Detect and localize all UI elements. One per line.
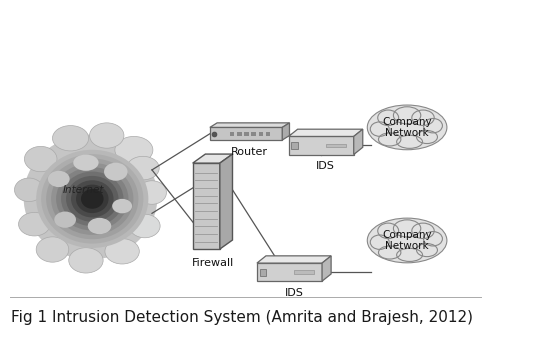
- Ellipse shape: [81, 189, 104, 209]
- Ellipse shape: [23, 135, 157, 260]
- Ellipse shape: [88, 218, 111, 234]
- FancyBboxPatch shape: [230, 132, 235, 136]
- Ellipse shape: [66, 176, 118, 222]
- Ellipse shape: [370, 235, 389, 250]
- Ellipse shape: [137, 181, 167, 204]
- Polygon shape: [322, 256, 331, 281]
- Ellipse shape: [71, 180, 113, 217]
- Ellipse shape: [378, 223, 399, 238]
- Polygon shape: [193, 154, 232, 163]
- Ellipse shape: [378, 246, 401, 259]
- Ellipse shape: [370, 122, 389, 136]
- Ellipse shape: [424, 119, 443, 133]
- FancyBboxPatch shape: [258, 132, 263, 136]
- FancyBboxPatch shape: [294, 270, 314, 274]
- Text: IDS: IDS: [285, 287, 304, 297]
- Polygon shape: [288, 129, 363, 136]
- Text: Company
Network: Company Network: [382, 230, 432, 251]
- Text: Company
Network: Company Network: [382, 117, 432, 138]
- FancyBboxPatch shape: [326, 144, 345, 147]
- Text: IDS: IDS: [316, 161, 335, 171]
- FancyBboxPatch shape: [260, 268, 266, 276]
- Ellipse shape: [46, 159, 138, 239]
- Ellipse shape: [367, 218, 447, 263]
- FancyBboxPatch shape: [251, 132, 256, 136]
- Ellipse shape: [41, 154, 143, 243]
- Ellipse shape: [416, 243, 438, 257]
- FancyBboxPatch shape: [244, 132, 249, 136]
- Ellipse shape: [54, 211, 76, 228]
- Ellipse shape: [115, 136, 153, 164]
- Ellipse shape: [129, 214, 160, 238]
- Ellipse shape: [105, 239, 140, 264]
- Ellipse shape: [394, 220, 421, 237]
- Ellipse shape: [18, 212, 50, 236]
- FancyBboxPatch shape: [266, 132, 270, 136]
- Polygon shape: [193, 163, 220, 249]
- Ellipse shape: [69, 248, 103, 273]
- Ellipse shape: [24, 146, 57, 172]
- FancyBboxPatch shape: [237, 132, 242, 136]
- Ellipse shape: [394, 107, 421, 124]
- FancyBboxPatch shape: [291, 142, 298, 149]
- Ellipse shape: [73, 155, 99, 171]
- Text: Firewall: Firewall: [192, 258, 233, 268]
- Ellipse shape: [378, 133, 401, 146]
- Ellipse shape: [15, 178, 43, 202]
- Polygon shape: [257, 263, 322, 281]
- Polygon shape: [210, 127, 282, 140]
- Ellipse shape: [76, 185, 109, 213]
- Polygon shape: [257, 256, 331, 263]
- Text: Internet: Internet: [62, 185, 104, 195]
- Text: Router: Router: [231, 147, 268, 157]
- Ellipse shape: [127, 156, 159, 180]
- Ellipse shape: [36, 150, 148, 248]
- Polygon shape: [220, 154, 232, 249]
- Ellipse shape: [378, 110, 399, 126]
- Polygon shape: [282, 123, 289, 140]
- Ellipse shape: [412, 223, 434, 238]
- Ellipse shape: [56, 167, 129, 231]
- Ellipse shape: [48, 171, 70, 187]
- Ellipse shape: [51, 163, 134, 235]
- Ellipse shape: [112, 199, 132, 213]
- Ellipse shape: [90, 123, 124, 148]
- Ellipse shape: [36, 237, 69, 262]
- Polygon shape: [288, 136, 353, 155]
- Text: Fig 1 Intrusion Detection System (Amrita and Brajesh, 2012): Fig 1 Intrusion Detection System (Amrita…: [11, 310, 473, 325]
- Ellipse shape: [396, 135, 422, 149]
- Ellipse shape: [53, 126, 89, 151]
- Ellipse shape: [424, 232, 443, 246]
- Ellipse shape: [396, 248, 422, 261]
- Ellipse shape: [104, 163, 128, 181]
- Ellipse shape: [367, 105, 447, 150]
- Polygon shape: [353, 129, 363, 155]
- Ellipse shape: [416, 130, 438, 144]
- Ellipse shape: [412, 110, 434, 126]
- Polygon shape: [210, 123, 289, 127]
- Ellipse shape: [61, 172, 123, 226]
